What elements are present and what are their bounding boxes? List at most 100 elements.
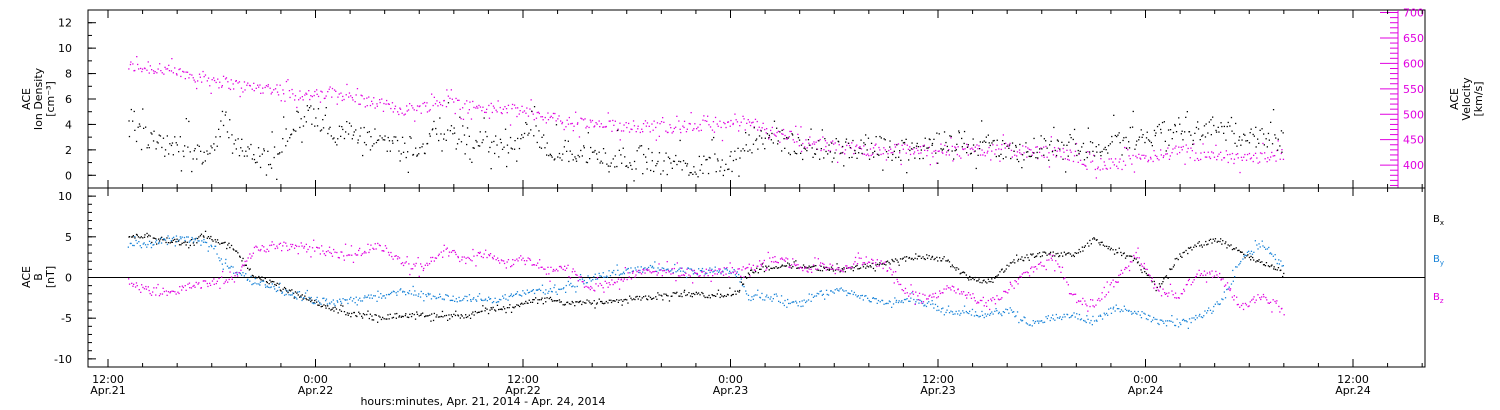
velocity-point: [1048, 152, 1050, 154]
By-point: [1251, 253, 1254, 255]
density-point: [435, 127, 437, 130]
Bx-point: [465, 314, 467, 316]
Bz-point: [960, 291, 963, 293]
Bx-point: [1217, 240, 1219, 242]
Bx-point: [380, 318, 383, 321]
density-point: [196, 158, 198, 160]
velocity-point: [1147, 159, 1150, 161]
Bz-point: [189, 287, 191, 289]
density-point: [488, 151, 490, 153]
velocity-point: [901, 144, 903, 146]
Bx-point: [1283, 272, 1285, 275]
Bx-point: [433, 312, 435, 315]
By-point: [562, 288, 564, 290]
Bx-point: [276, 282, 278, 284]
By-point: [153, 243, 155, 246]
Bz-series: [128, 239, 1285, 316]
By-point: [857, 295, 859, 297]
By-point: [1029, 324, 1031, 326]
density-point: [835, 138, 837, 140]
Bz-point: [194, 286, 196, 288]
Bx-point: [144, 234, 146, 236]
density-point: [1186, 111, 1188, 113]
density-point: [158, 134, 160, 136]
Bx-point: [1104, 245, 1106, 247]
velocity-point: [1277, 140, 1279, 142]
density-point: [553, 159, 555, 161]
velocity-point: [545, 122, 547, 124]
Bx-point: [374, 314, 376, 316]
Bz-point: [270, 244, 273, 246]
By-point: [347, 302, 349, 305]
density-point: [1204, 136, 1207, 138]
Bz-point: [135, 282, 138, 284]
velocity-point: [247, 82, 249, 84]
By-point: [1008, 312, 1010, 314]
Bx-point: [1110, 247, 1112, 249]
density-point: [351, 138, 353, 140]
velocity-point: [637, 128, 639, 130]
velocity-point: [747, 119, 749, 121]
Bx-point: [1250, 255, 1252, 258]
Bz-point: [698, 275, 700, 277]
velocity-point: [746, 122, 748, 124]
velocity-point: [945, 154, 947, 156]
velocity-point: [1190, 147, 1192, 149]
Bz-point: [1103, 286, 1105, 289]
Bx-point: [641, 297, 643, 299]
velocity-point: [714, 116, 717, 119]
Bx-point: [874, 270, 876, 272]
Bz-point: [166, 294, 168, 296]
density-point: [378, 139, 380, 141]
density-point: [183, 155, 185, 158]
Bx-point: [1153, 280, 1155, 283]
Bx-point: [1024, 256, 1026, 259]
Bz-point: [1251, 299, 1253, 301]
Bx-point: [1065, 253, 1067, 255]
density-point: [1230, 116, 1233, 119]
density-point: [942, 148, 945, 150]
velocity-point: [570, 123, 572, 125]
density-point: [360, 127, 362, 129]
density-point: [1226, 125, 1228, 128]
velocity-point: [473, 106, 475, 109]
By-point: [911, 292, 913, 294]
Bz-point: [891, 274, 893, 276]
velocity-point: [447, 95, 449, 97]
Bz-point: [541, 266, 543, 268]
Bx-point: [719, 296, 721, 299]
By-point: [897, 301, 900, 304]
velocity-point: [488, 104, 490, 107]
Bx-point: [400, 316, 402, 318]
Bz-point: [707, 275, 709, 277]
density-point: [618, 149, 620, 151]
density-point: [616, 165, 618, 168]
Bz-point: [868, 261, 871, 263]
Bz-point: [696, 273, 698, 275]
velocity-point: [462, 118, 465, 120]
By-point: [329, 303, 331, 305]
Bx-point: [1112, 249, 1114, 251]
Bz-point: [234, 275, 236, 277]
Bx-point: [162, 239, 164, 241]
density-point: [202, 161, 204, 164]
Bz-point: [392, 258, 394, 260]
velocity-point: [675, 126, 677, 128]
velocity-point: [872, 147, 875, 149]
velocity-point: [816, 148, 819, 150]
density-point: [402, 151, 405, 153]
velocity-point: [477, 107, 479, 109]
By-point: [720, 273, 722, 275]
Bx-point: [512, 306, 514, 308]
By-point: [359, 297, 361, 299]
Bx-point: [1179, 253, 1181, 255]
density-point: [510, 147, 512, 149]
density-point: [951, 150, 953, 152]
density-point: [956, 143, 958, 145]
density-point: [840, 152, 842, 154]
Bx-point: [252, 275, 254, 277]
Bz-point: [368, 251, 370, 254]
Bx-point: [1133, 258, 1136, 260]
density-point: [1128, 147, 1131, 149]
Bz-point: [331, 255, 334, 257]
